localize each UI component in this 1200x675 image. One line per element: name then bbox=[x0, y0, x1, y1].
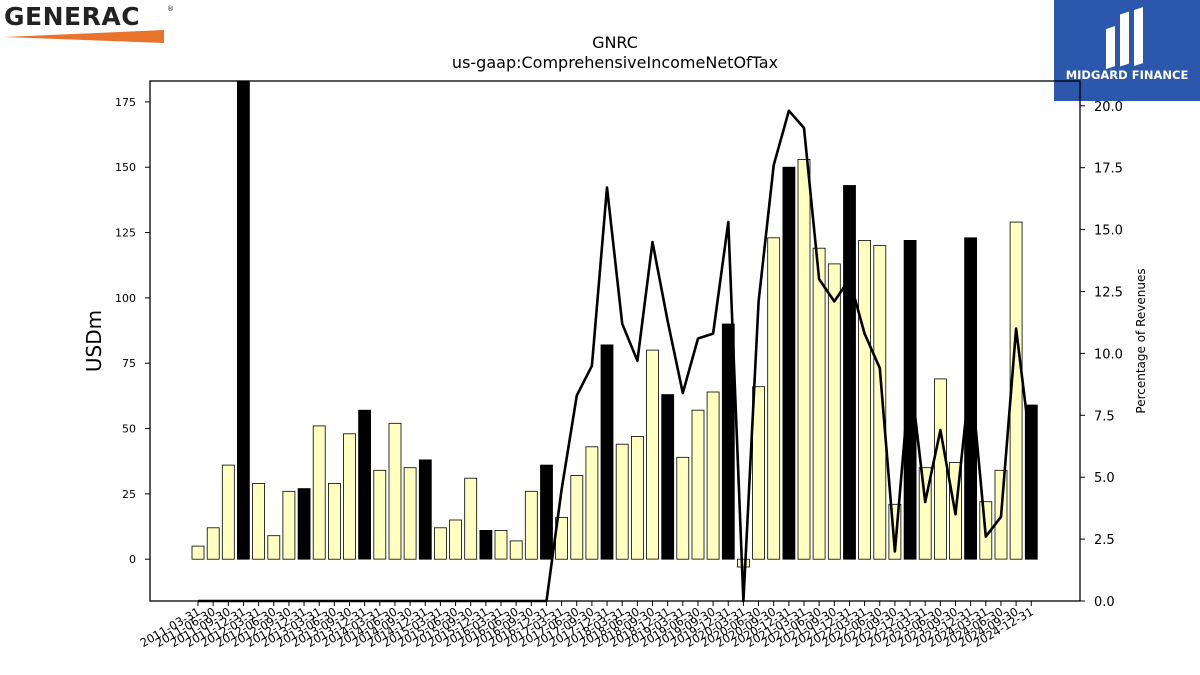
bar-2018-12-31 bbox=[661, 394, 675, 560]
bar-2011-06-30 bbox=[206, 527, 220, 560]
y2-tick-label: 20.0 bbox=[1094, 100, 1123, 115]
y2-tick-label: 7.5 bbox=[1094, 409, 1115, 424]
bar-2019-09-30 bbox=[706, 391, 720, 560]
y2-tick-label: 2.5 bbox=[1094, 533, 1115, 548]
bar-2022-12-31 bbox=[903, 239, 917, 560]
y2-tick-label: 17.5 bbox=[1094, 162, 1123, 177]
y2-tick-label: 10.0 bbox=[1094, 347, 1123, 362]
y-tick-label: 50 bbox=[122, 423, 136, 436]
y-tick-label: 125 bbox=[115, 227, 136, 240]
y2-tick-label: 5.0 bbox=[1094, 471, 1115, 486]
bar-2024-12-31 bbox=[1024, 404, 1038, 560]
bar-2016-06-30 bbox=[509, 540, 523, 560]
bar-2016-09-30 bbox=[524, 490, 538, 560]
secondary-y-axis-label: Percentage of Revenues bbox=[1134, 268, 1148, 413]
bar-2011-03-31 bbox=[191, 545, 205, 560]
midgard-finance-text: MIDGARD FINANCE bbox=[1065, 68, 1189, 82]
y-tick-label: 100 bbox=[115, 292, 136, 305]
y-tick-label: 25 bbox=[122, 488, 136, 501]
bar-2019-06-30 bbox=[691, 409, 705, 560]
bar-2015-03-31 bbox=[433, 527, 447, 560]
generac-swoosh-icon bbox=[4, 30, 164, 43]
y2-tick-label: 0.0 bbox=[1094, 595, 1115, 610]
bar-2023-12-31 bbox=[964, 237, 977, 560]
generac-logo-text: GENERAC bbox=[4, 2, 141, 31]
bar-2018-03-31 bbox=[615, 443, 629, 560]
y2-tick-label: 15.0 bbox=[1094, 224, 1123, 239]
bar-2015-09-30 bbox=[464, 477, 478, 560]
bar-2017-06-30 bbox=[570, 475, 584, 560]
midgard-finance-logo: MIDGARD FINANCE bbox=[1054, 0, 1200, 101]
bar-2012-09-30 bbox=[282, 490, 296, 560]
bar-2017-09-30 bbox=[585, 446, 599, 560]
bar-2011-09-30 bbox=[221, 464, 235, 560]
bar-2014-12-31 bbox=[418, 459, 432, 560]
plot-frame bbox=[149, 80, 1081, 602]
bar-2014-09-30 bbox=[403, 467, 417, 560]
generac-logo: GENERAC ® bbox=[4, 2, 174, 44]
bar-2012-12-31 bbox=[297, 488, 311, 560]
bar-2015-06-30 bbox=[449, 519, 463, 560]
bar-2021-03-31 bbox=[797, 158, 811, 560]
bar-2020-12-31 bbox=[782, 166, 796, 560]
chart-subtitle: us-gaap:ComprehensiveIncomeNetOfTax bbox=[452, 53, 778, 72]
bar-2021-06-30 bbox=[812, 247, 826, 560]
bar-2022-06-30 bbox=[873, 245, 887, 560]
bar-2022-03-31 bbox=[858, 239, 871, 560]
y-tick-label: 175 bbox=[115, 96, 136, 109]
bar-2012-06-30 bbox=[267, 535, 281, 560]
y-axis-label: USDm bbox=[82, 310, 106, 372]
bar-2021-09-30 bbox=[827, 263, 841, 560]
bar-2015-12-31 bbox=[479, 530, 493, 560]
y-tick-label: 75 bbox=[122, 357, 136, 370]
bar-2013-03-31 bbox=[312, 425, 326, 560]
bar-2014-03-31 bbox=[373, 469, 387, 560]
midgard-emblem-icon bbox=[1054, 0, 1200, 101]
bar-2020-03-31 bbox=[737, 558, 750, 568]
bar-2019-03-31 bbox=[676, 456, 690, 560]
bar-2016-12-31 bbox=[540, 464, 553, 560]
bar-2020-06-30 bbox=[752, 386, 765, 560]
bar-2014-06-30 bbox=[388, 422, 402, 560]
bar-2018-09-30 bbox=[646, 349, 659, 560]
y-tick-label: 0 bbox=[129, 553, 136, 566]
chart-title: GNRC bbox=[592, 33, 638, 52]
bar-2018-06-30 bbox=[631, 435, 644, 560]
bar-2013-06-30 bbox=[327, 482, 341, 560]
bar-2012-03-31 bbox=[252, 482, 266, 560]
bar-2017-12-31 bbox=[600, 344, 614, 560]
bar-2011-12-31 bbox=[236, 80, 250, 560]
bar-2020-09-30 bbox=[767, 237, 781, 560]
bar-2013-09-30 bbox=[343, 433, 356, 560]
y-tick-label: 150 bbox=[115, 161, 136, 174]
bar-2019-12-31 bbox=[721, 323, 735, 560]
bar-2016-03-31 bbox=[494, 530, 508, 560]
registered-mark-icon: ® bbox=[167, 5, 174, 13]
bar-2021-12-31 bbox=[843, 185, 856, 560]
bar-2023-06-30 bbox=[934, 378, 947, 560]
bar-2013-12-31 bbox=[358, 409, 372, 560]
y2-tick-label: 12.5 bbox=[1094, 285, 1123, 300]
